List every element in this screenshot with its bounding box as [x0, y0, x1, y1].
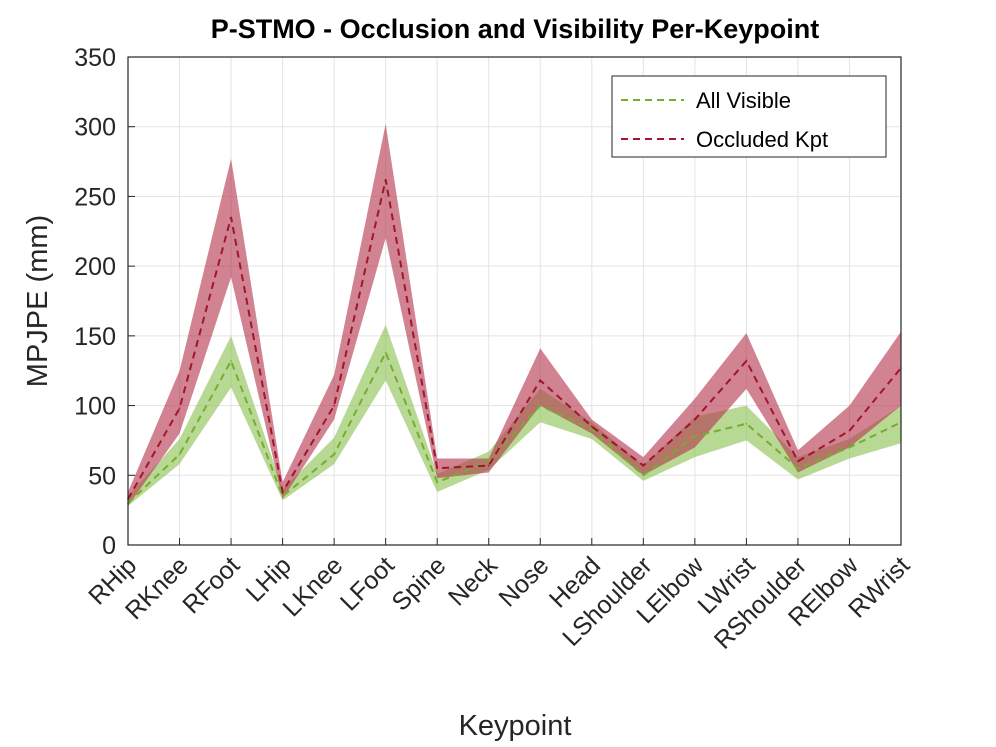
legend-label-occluded-kpt: Occluded Kpt [696, 127, 828, 152]
y-tick-label-100: 100 [74, 393, 116, 421]
y-axis-ticks: 0 50 100 150 200 250 300 350 [74, 44, 135, 560]
point-occluded-kpt-lshoulder [642, 464, 645, 467]
point-all-visible-neck [487, 460, 490, 463]
y-tick-label-0: 0 [102, 532, 116, 560]
point-all-visible-nose [539, 404, 542, 407]
x-tick-label-rfoot: RFoot [177, 551, 245, 619]
confidence-bands [128, 123, 901, 506]
x-tick-label-lknee: LKnee [277, 551, 348, 622]
point-occluded-kpt-lknee [333, 404, 335, 407]
point-all-visible-head [591, 428, 593, 431]
point-occluded-kpt-lwrist [745, 360, 748, 362]
point-occluded-kpt-lelbow [694, 418, 696, 421]
x-tick-label-neck: Neck [443, 551, 503, 611]
y-tick-label-50: 50 [88, 462, 116, 490]
point-occluded-kpt-spine [436, 467, 439, 470]
point-all-visible-rshoulder [797, 467, 799, 470]
point-occluded-kpt-rfoot [230, 216, 232, 219]
x-tick-label-lfoot: LFoot [335, 551, 400, 616]
point-occluded-kpt-rshoulder [797, 460, 799, 463]
point-all-visible-lfoot [384, 351, 387, 354]
band-occluded-kpt [128, 123, 901, 506]
point-all-visible-rfoot [230, 360, 232, 362]
y-tick-label-350: 350 [74, 44, 116, 72]
x-tick-label-spine: Spine [386, 551, 451, 616]
legend-label-all-visible: All Visible [696, 88, 791, 113]
band-all-visible [128, 324, 901, 506]
point-all-visible-lelbow [694, 435, 696, 438]
point-occluded-kpt-lhip [281, 491, 284, 493]
point-all-visible-lshoulder [642, 474, 645, 477]
point-all-visible-rknee [178, 453, 181, 456]
line-all-visible [127, 350, 902, 504]
chart-title: P-STMO - Occlusion and Visibility Per-Ke… [211, 14, 820, 44]
y-axis-label: MPJPE (mm) [22, 215, 54, 387]
legend: All Visible Occluded Kpt [611, 75, 887, 158]
line-occluded-kpt [127, 179, 902, 500]
plot-area-border [127, 56, 902, 546]
point-all-visible-spine [436, 481, 439, 484]
point-occluded-kpt-lfoot [384, 178, 387, 181]
y-tick-label-250: 250 [74, 183, 116, 211]
x-tick-label-nose: Nose [493, 551, 554, 612]
x-axis-ticks: RHipRKneeRFootLHipLKneeLFootSpineNeckNos… [83, 538, 915, 655]
point-occluded-kpt-nose [539, 379, 542, 382]
point-all-visible-lhip [281, 495, 284, 498]
x-axis-label: Keypoint [459, 710, 572, 742]
point-all-visible-lwrist [745, 422, 748, 425]
point-occluded-kpt-relbow [848, 429, 851, 432]
point-occluded-kpt-rknee [178, 407, 181, 410]
point-occluded-kpt-neck [487, 464, 490, 467]
point-all-visible-relbow [848, 446, 851, 449]
legend-box [611, 75, 887, 158]
y-tick-label-150: 150 [74, 323, 116, 351]
y-tick-label-200: 200 [74, 253, 116, 281]
point-all-visible-lknee [333, 453, 335, 456]
y-tick-label-300: 300 [74, 114, 116, 142]
point-occluded-kpt-head [591, 425, 593, 428]
